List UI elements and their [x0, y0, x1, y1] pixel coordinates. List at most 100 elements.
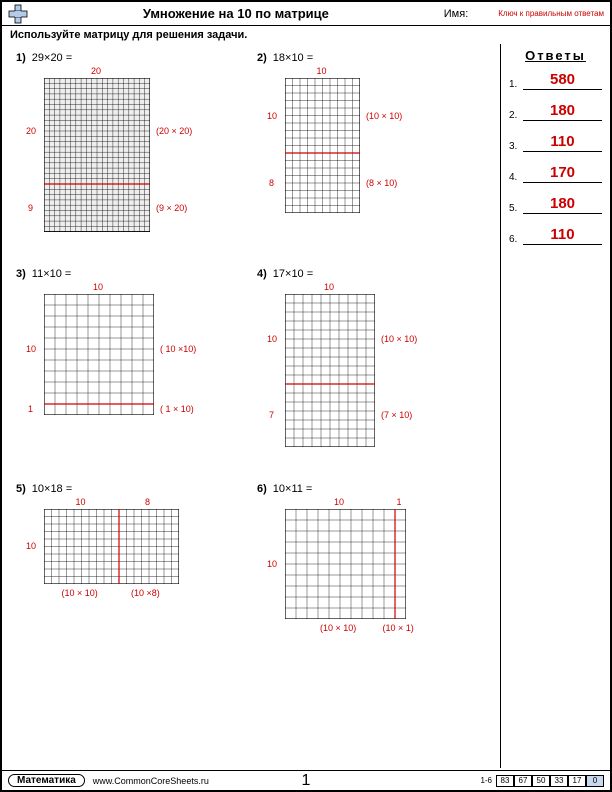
score-box: 17: [568, 775, 586, 787]
answer-number: 3.: [509, 141, 523, 152]
score-boxes: 83675033170: [496, 775, 604, 787]
dim-label-bottom: (10 × 10): [62, 588, 98, 598]
grid-svg: [44, 78, 150, 232]
problem-number: 3): [16, 268, 26, 280]
problem: 2) 18×10 = 1010(10 × 10)8(8 × 10): [251, 48, 492, 264]
answer-number: 6.: [509, 234, 523, 245]
problem-header: 2) 18×10 =: [257, 52, 486, 64]
page-title: Умножение на 10 по матрице: [28, 6, 444, 21]
page-number: 1: [302, 772, 311, 790]
problem-header: 5) 10×18 =: [16, 483, 245, 495]
dim-label-right: (9 × 20): [156, 203, 187, 213]
main-content: 1) 29×20 = 2020(20 × 20)9(9 × 20) 2) 18×…: [2, 44, 610, 768]
answer-number: 4.: [509, 172, 523, 183]
problem: 1) 29×20 = 2020(20 × 20)9(9 × 20): [10, 48, 251, 264]
dim-label-right: (7 × 10): [381, 410, 412, 420]
dim-label-top: 10: [334, 497, 344, 507]
grid-wrap: 10810(10 × 10)(10 ×8): [44, 509, 179, 584]
answer-value: 170: [523, 164, 602, 183]
answer-line: 5.180: [509, 195, 602, 214]
problem-number: 6): [257, 483, 267, 495]
answer-line: 4.170: [509, 164, 602, 183]
dim-label-right: ( 10 ×10): [160, 344, 196, 354]
answers-title: Ответы: [509, 48, 602, 63]
answer-number: 1.: [509, 79, 523, 90]
dim-label-bottom: (10 × 1): [383, 623, 414, 633]
answer-line: 3.110: [509, 133, 602, 152]
score-box: 67: [514, 775, 532, 787]
score-box: 33: [550, 775, 568, 787]
dim-label-right: ( 1 × 10): [160, 404, 194, 414]
dim-label-top: 10: [317, 66, 327, 76]
site-url: www.CommonCoreSheets.ru: [93, 776, 209, 786]
dim-label-bottom: (10 × 10): [320, 623, 356, 633]
grid-svg: [44, 294, 154, 415]
problem: 4) 17×10 = 1010(10 × 10)7(7 × 10): [251, 264, 492, 479]
score-box: 83: [496, 775, 514, 787]
dim-label-top: 20: [91, 66, 101, 76]
grid-wrap: 1010(10 × 10)7(7 × 10): [285, 294, 375, 447]
dim-label-bottom: (10 ×8): [131, 588, 160, 598]
dim-label-top: 10: [93, 282, 103, 292]
answer-number: 5.: [509, 203, 523, 214]
answer-value: 180: [523, 102, 602, 121]
dim-label-left: 7: [269, 410, 274, 420]
grid-wrap: 1010( 10 ×10)1( 1 × 10): [44, 294, 154, 415]
dim-label-left: 8: [269, 178, 274, 188]
grid-wrap: 1010(10 × 10)8(8 × 10): [285, 78, 360, 213]
answers-column: Ответы 1.5802.1803.1104.1705.1806.110: [500, 44, 610, 768]
answer-value: 180: [523, 195, 602, 214]
dim-label-left: 20: [26, 126, 36, 136]
problem-number: 2): [257, 52, 267, 64]
dim-label-right: (10 × 10): [381, 334, 417, 344]
dim-label-top: 1: [397, 497, 402, 507]
problem-expression: 11×10 =: [32, 268, 72, 280]
dim-label-right: (20 × 20): [156, 126, 192, 136]
subject-badge: Математика: [8, 774, 85, 787]
grid-svg: [44, 509, 179, 584]
problem-expression: 29×20 =: [32, 52, 72, 64]
problem-header: 1) 29×20 =: [16, 52, 245, 64]
problems-area: 1) 29×20 = 2020(20 × 20)9(9 × 20) 2) 18×…: [2, 44, 500, 768]
problem-header: 3) 11×10 =: [16, 268, 245, 280]
dim-label-left: 10: [267, 334, 277, 344]
grid-wrap: 2020(20 × 20)9(9 × 20): [44, 78, 150, 232]
answer-value: 580: [523, 71, 602, 90]
dim-label-top: 8: [145, 497, 150, 507]
dim-label-right: (10 × 10): [366, 111, 402, 121]
problem: 5) 10×18 = 10810(10 × 10)(10 ×8): [10, 479, 251, 651]
grid-svg: [285, 78, 360, 213]
header: Умножение на 10 по матрице Имя: Ключ к п…: [2, 2, 610, 26]
dim-label-top: 10: [324, 282, 334, 292]
dim-label-left: 10: [26, 541, 36, 551]
cross-icon: [8, 4, 28, 24]
dim-label-top: 10: [76, 497, 86, 507]
problem-expression: 10×11 =: [273, 483, 313, 495]
dim-label-left: 1: [28, 404, 33, 414]
answer-line: 2.180: [509, 102, 602, 121]
score-section: 1-6 83675033170: [480, 775, 604, 787]
score-range: 1-6: [480, 776, 492, 785]
problem: 6) 10×11 = 10110(10 × 10)(10 × 1): [251, 479, 492, 651]
answer-line: 6.110: [509, 226, 602, 245]
name-label: Имя:: [444, 8, 468, 20]
problem-header: 6) 10×11 =: [257, 483, 486, 495]
problem-expression: 10×18 =: [32, 483, 72, 495]
dim-label-left: 10: [26, 344, 36, 354]
problem-number: 5): [16, 483, 26, 495]
problem-expression: 17×10 =: [273, 268, 313, 280]
grid-wrap: 10110(10 × 10)(10 × 1): [285, 509, 406, 619]
instruction: Используйте матрицу для решения задачи.: [2, 26, 610, 44]
score-box: 0: [586, 775, 604, 787]
dim-label-right: (8 × 10): [366, 178, 397, 188]
score-box: 50: [532, 775, 550, 787]
answer-value: 110: [523, 133, 602, 152]
grid-svg: [285, 509, 406, 619]
problem-number: 1): [16, 52, 26, 64]
footer: Математика www.CommonCoreSheets.ru 1 1-6…: [2, 770, 610, 790]
problem: 3) 11×10 = 1010( 10 ×10)1( 1 × 10): [10, 264, 251, 479]
problem-number: 4): [257, 268, 267, 280]
dim-label-left: 10: [267, 111, 277, 121]
problem-header: 4) 17×10 =: [257, 268, 486, 280]
answer-value: 110: [523, 226, 602, 245]
